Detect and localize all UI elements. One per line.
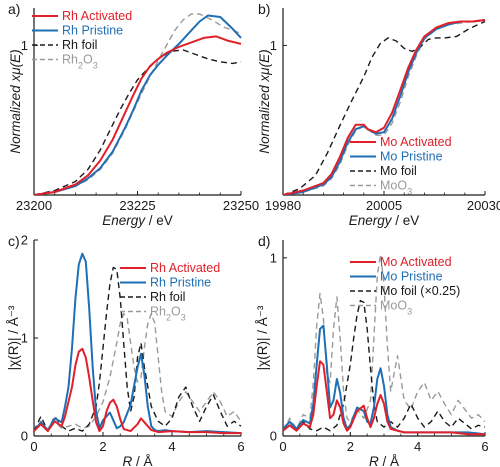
legend-label-oxide: Rh2O3 [62,53,98,71]
x-tick-label: 2 [347,439,354,454]
panel-label: d) [258,233,270,249]
series-line-activated [283,19,486,195]
x-tick-label: 0 [279,439,286,454]
y-tick-label: 0 [21,429,28,444]
x-tick-label: 0 [30,439,37,454]
x-axis-label: R / Å [369,454,399,467]
panel-label: b) [258,1,270,17]
legend-label-activated: Rh Activated [62,9,132,23]
legend-label-activated: Rh Activated [150,261,220,275]
x-tick-label: 4 [168,439,175,454]
x-tick-label: 23225 [119,198,155,213]
x-tick-label: 2 [99,439,106,454]
y-tick-label: 1 [270,38,277,53]
y-axis-label: |χ(R)| / Å⁻³ [255,305,270,370]
x-axis-label: Energy / eV [349,213,420,228]
series-line-activated [283,360,485,436]
series-line-oxide [34,312,242,432]
legend-label-activated: Mo Activated [380,255,452,269]
legend-label-oxide: MoO3 [380,299,412,317]
legend-label-oxide: MoO3 [380,179,412,197]
series-line-activated [34,347,241,435]
x-tick-label: 20030 [467,198,500,213]
legend-label-activated: Mo Activated [380,135,452,149]
series-line-oxide [34,13,242,195]
x-tick-label: 4 [414,439,421,454]
x-tick-label: 23250 [223,198,259,213]
series-line-foil [34,49,242,195]
x-axis-label: Energy / eV [102,213,173,228]
legend-label-oxide: Rh2O3 [150,305,186,323]
x-tick-label: 19980 [265,198,301,213]
legend-label-foil: Mo foil (×0.25) [380,284,460,298]
panel-label: a) [8,1,20,17]
y-tick-label: 1 [270,250,277,265]
legend-label-foil: Mo foil [380,164,417,178]
panel-b: b) 19980 20005 20030 1 Energy / eV Normalized … [257,1,500,228]
x-axis-label: R / Å [122,454,152,467]
y-axis-label: Normalized xμ(E) [8,49,23,153]
x-tick-label: 6 [481,439,488,454]
legend-label-pristine: Mo Pristine [380,270,443,284]
series-line-oxide [283,253,486,432]
x-tick-label: 6 [237,439,244,454]
y-tick-label: 1 [21,38,28,53]
x-tick-label: 20005 [366,198,402,213]
series-line-pristine [34,14,242,195]
legend-label-foil: Rh foil [150,290,185,304]
legend-label-foil: Rh foil [62,38,97,52]
y-tick-label: 1 [21,331,28,346]
y-tick-label: 0 [270,429,277,444]
panel-label: c) [8,233,20,249]
legend-label-pristine: Rh Pristine [62,24,123,38]
series-line-foil [283,299,486,432]
series-line-pristine [283,19,486,195]
series-line-pristine [34,252,242,435]
legend-label-pristine: Rh Pristine [150,276,211,290]
y-axis-label: |χ(R)| / Å⁻³ [6,305,21,370]
y-tick-label: 2 [21,233,28,248]
y-axis-label: Normalized xμ(E) [257,49,272,153]
legend-label-pristine: Mo Pristine [380,150,443,164]
panel-a: a) 23200 23225 23250 1 Energy / eV Normalized … [8,1,259,228]
series-line-activated [34,35,242,195]
x-tick-label: 23200 [16,198,52,213]
